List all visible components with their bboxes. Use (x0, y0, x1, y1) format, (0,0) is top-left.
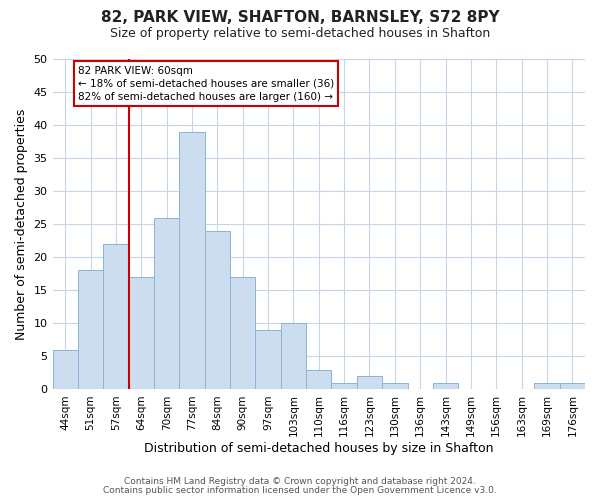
Bar (78, 270, 103, 390)
Bar (382, 383, 407, 390)
Bar (281, 324, 306, 390)
Bar (53, 350, 78, 390)
Bar (331, 383, 357, 390)
Text: 82 PARK VIEW: 60sqm
← 18% of semi-detached houses are smaller (36)
82% of semi-d: 82 PARK VIEW: 60sqm ← 18% of semi-detach… (78, 66, 334, 102)
X-axis label: Distribution of semi-detached houses by size in Shafton: Distribution of semi-detached houses by … (144, 442, 494, 455)
Bar (560, 383, 585, 390)
Bar (179, 132, 205, 390)
Y-axis label: Number of semi-detached properties: Number of semi-detached properties (15, 108, 28, 340)
Bar (154, 218, 179, 390)
Text: Contains public sector information licensed under the Open Government Licence v3: Contains public sector information licen… (103, 486, 497, 495)
Text: Contains HM Land Registry data © Crown copyright and database right 2024.: Contains HM Land Registry data © Crown c… (124, 477, 476, 486)
Bar (534, 383, 560, 390)
Bar (128, 277, 154, 390)
Text: Size of property relative to semi-detached houses in Shafton: Size of property relative to semi-detach… (110, 28, 490, 40)
Bar (256, 330, 281, 390)
Bar (103, 244, 128, 390)
Bar (433, 383, 458, 390)
Text: 82, PARK VIEW, SHAFTON, BARNSLEY, S72 8PY: 82, PARK VIEW, SHAFTON, BARNSLEY, S72 8P… (101, 10, 499, 25)
Bar (205, 231, 230, 390)
Bar (306, 370, 331, 390)
Bar (357, 376, 382, 390)
Bar (230, 277, 256, 390)
